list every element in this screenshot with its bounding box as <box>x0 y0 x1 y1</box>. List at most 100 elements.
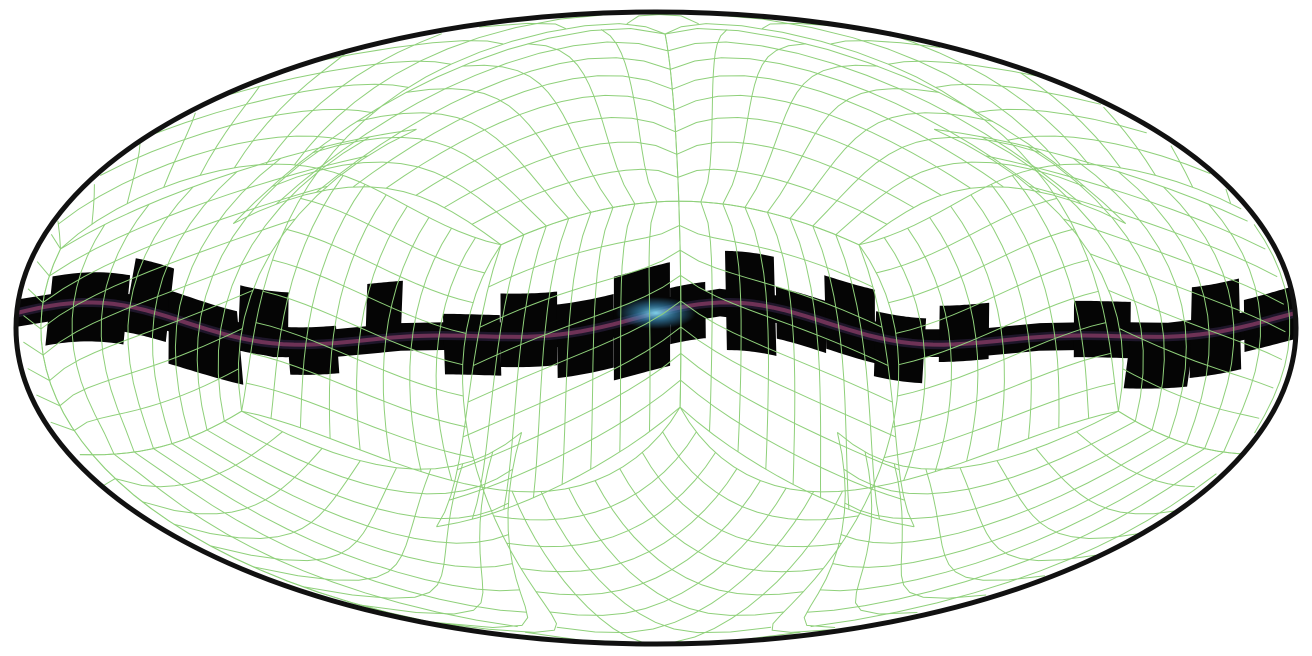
grid-line <box>959 467 1096 562</box>
grid-line <box>488 224 680 288</box>
grid-line <box>309 40 1121 169</box>
grid-line <box>876 197 1058 274</box>
grid-line <box>600 28 658 203</box>
healpix-grid <box>23 12 1291 644</box>
grid-line <box>664 23 1036 170</box>
grid-line <box>233 40 941 169</box>
grid-line <box>590 207 614 470</box>
grid-line <box>206 429 509 520</box>
grid-line <box>91 135 1211 225</box>
grid-line <box>641 452 842 548</box>
grid-line <box>1035 448 1179 515</box>
grid-line <box>664 33 680 202</box>
grid-line <box>771 487 874 633</box>
grid-line <box>467 300 682 403</box>
grid-line <box>858 244 900 488</box>
grid-line <box>722 203 742 452</box>
grid-line <box>241 410 522 470</box>
grid-line <box>907 228 953 472</box>
map-body <box>16 12 1296 644</box>
grid-line <box>49 155 368 277</box>
map-border <box>13 9 1299 647</box>
grid-line <box>253 468 432 581</box>
grid-line <box>766 212 796 485</box>
band-block-3 <box>168 290 244 385</box>
grid-line <box>677 168 888 225</box>
grid-line <box>237 128 417 412</box>
grid-line <box>950 205 1005 450</box>
band-block-5 <box>286 325 340 375</box>
grid-line <box>189 437 509 544</box>
grid-line <box>27 185 1278 303</box>
grid-line <box>679 224 874 288</box>
grid-line <box>479 249 681 328</box>
grid-line <box>36 155 1266 277</box>
grid-line <box>493 431 697 521</box>
grid-line <box>679 406 873 493</box>
grid-line <box>619 468 824 573</box>
grid-line <box>473 274 681 367</box>
grid-line <box>40 218 296 330</box>
grid-line <box>154 83 1194 188</box>
grid-line <box>744 207 770 470</box>
grid-line <box>300 197 485 274</box>
grid-line <box>171 443 513 568</box>
grid-line <box>883 237 926 481</box>
grid-line <box>933 128 1124 412</box>
grid-line <box>895 259 1089 334</box>
grid-line <box>675 116 942 196</box>
grid-line <box>319 168 502 246</box>
grid-line <box>678 200 860 246</box>
grid-line <box>925 468 1045 581</box>
band-block-1 <box>45 272 131 346</box>
grid-line <box>619 203 636 452</box>
grid-line <box>57 163 1242 249</box>
grid-line <box>1072 157 1187 438</box>
grid-line <box>99 108 1232 204</box>
grid-line <box>673 94 971 189</box>
grid-line <box>893 463 987 599</box>
grid-line <box>680 274 889 367</box>
grid-line <box>479 22 1089 165</box>
grid-line <box>679 249 883 328</box>
grid-line <box>854 451 918 615</box>
grid-line <box>415 116 676 196</box>
grid-line <box>196 146 326 431</box>
grid-line <box>79 410 1241 456</box>
grid-line <box>462 64 614 208</box>
band-block-7 <box>442 313 502 376</box>
grid-line <box>302 463 464 599</box>
grid-line <box>42 253 271 356</box>
grid-line <box>462 244 502 488</box>
grid-line <box>536 480 761 596</box>
grid-line <box>482 406 681 493</box>
grid-line <box>23 218 1285 330</box>
grid-line <box>841 437 1170 544</box>
grid-line <box>662 431 859 521</box>
grid-line <box>843 420 1136 495</box>
grid-line <box>224 420 513 495</box>
band-block-8 <box>500 291 558 368</box>
band-block-19 <box>1189 278 1242 378</box>
grid-line <box>444 141 677 208</box>
grid-line <box>981 136 1144 422</box>
grid-line <box>1253 224 1291 434</box>
grid-line <box>803 432 846 628</box>
grid-line <box>676 141 914 208</box>
grid-line <box>217 136 371 422</box>
grid-line <box>678 201 682 408</box>
grid-line <box>520 468 738 573</box>
grid-line <box>27 289 1283 382</box>
grid-line <box>500 200 679 246</box>
grid-line <box>92 454 431 623</box>
grid-line <box>382 217 430 462</box>
grid-line <box>1117 171 1210 444</box>
grid-line <box>996 460 1140 540</box>
grid-line <box>126 108 1147 204</box>
galactic-center-glow <box>616 296 696 329</box>
grid-line <box>103 431 1195 488</box>
grid-line <box>174 157 282 438</box>
grid-line <box>42 185 328 304</box>
grid-line <box>888 228 1075 304</box>
grid-line <box>929 217 979 462</box>
